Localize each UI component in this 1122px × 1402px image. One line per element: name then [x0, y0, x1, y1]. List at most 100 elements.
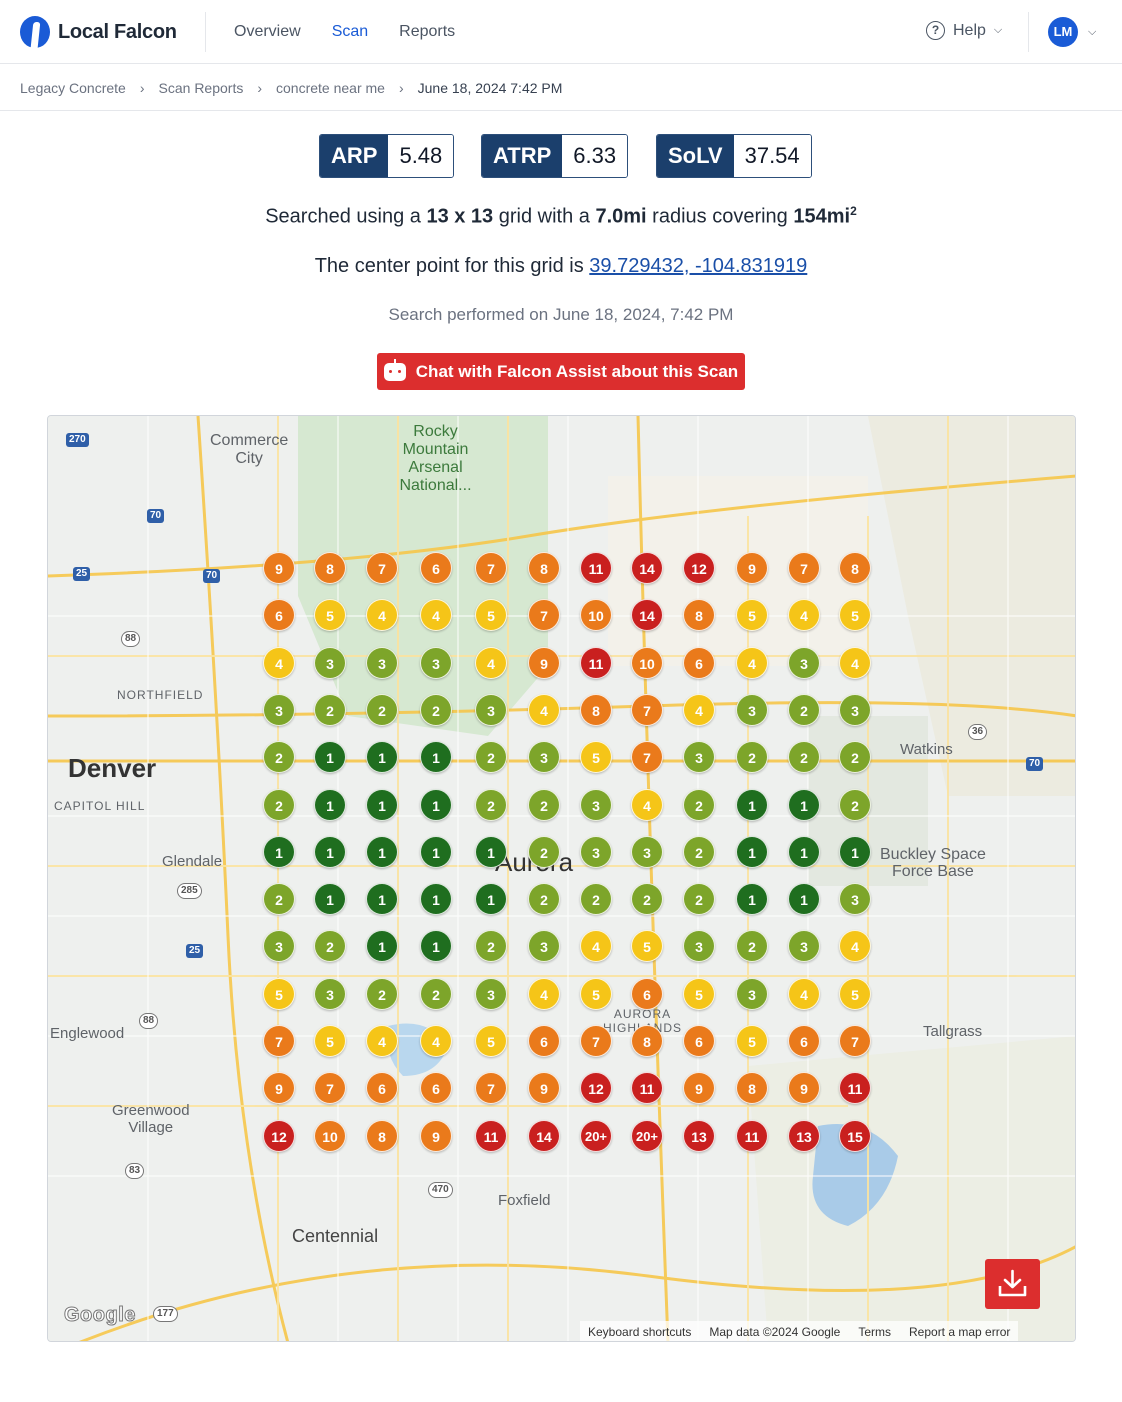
- rank-pin[interactable]: 3: [366, 646, 398, 679]
- rank-pin[interactable]: 6: [366, 1072, 398, 1105]
- rank-pin[interactable]: 1: [736, 883, 768, 916]
- rank-pin[interactable]: 2: [366, 977, 398, 1010]
- rank-pin[interactable]: 10: [314, 1119, 346, 1152]
- brand-logo[interactable]: Local Falcon: [20, 14, 177, 50]
- rank-pin[interactable]: 7: [631, 693, 663, 726]
- rank-pin[interactable]: 4: [788, 599, 820, 632]
- rank-pin[interactable]: 2: [528, 835, 560, 868]
- rank-pin[interactable]: 6: [683, 646, 715, 679]
- rank-pin[interactable]: 5: [736, 599, 768, 632]
- rank-pin[interactable]: 10: [631, 646, 663, 679]
- rank-pin[interactable]: 11: [631, 1072, 663, 1105]
- rank-pin[interactable]: 3: [263, 930, 295, 963]
- rank-pin[interactable]: 8: [528, 552, 560, 584]
- rank-pin[interactable]: 2: [631, 883, 663, 916]
- rank-pin[interactable]: 7: [839, 1025, 871, 1057]
- rank-pin[interactable]: 2: [263, 741, 295, 774]
- rank-pin[interactable]: 1: [788, 835, 820, 868]
- rank-pin[interactable]: 12: [683, 552, 715, 584]
- rank-pin[interactable]: 6: [420, 1072, 452, 1105]
- rank-pin[interactable]: 1: [475, 835, 507, 868]
- rank-pin[interactable]: 2: [314, 930, 346, 963]
- rank-pin[interactable]: 1: [420, 741, 452, 774]
- rank-pin[interactable]: 2: [475, 741, 507, 774]
- rank-pin[interactable]: 5: [580, 977, 612, 1010]
- rank-pin[interactable]: 1: [366, 835, 398, 868]
- rank-pin[interactable]: 2: [683, 883, 715, 916]
- rank-pin[interactable]: 7: [263, 1025, 295, 1057]
- rank-pin[interactable]: 9: [736, 552, 768, 584]
- download-report-button[interactable]: [985, 1259, 1040, 1309]
- rank-pin[interactable]: 4: [366, 1025, 398, 1057]
- rank-pin[interactable]: 2: [736, 741, 768, 774]
- rank-pin[interactable]: 3: [839, 883, 871, 916]
- rank-pin[interactable]: 12: [263, 1119, 295, 1152]
- rank-pin[interactable]: 5: [475, 599, 507, 632]
- rank-pin[interactable]: 4: [788, 977, 820, 1010]
- rank-pin[interactable]: 6: [631, 977, 663, 1010]
- rank-pin[interactable]: 4: [528, 693, 560, 726]
- rank-pin[interactable]: 1: [420, 930, 452, 963]
- rank-pin[interactable]: 1: [736, 788, 768, 821]
- rank-pin[interactable]: 5: [475, 1025, 507, 1057]
- rank-pin[interactable]: 6: [420, 552, 452, 584]
- rank-pin[interactable]: 2: [788, 693, 820, 726]
- rank-pin[interactable]: 11: [580, 552, 612, 584]
- rank-pin[interactable]: 2: [839, 788, 871, 821]
- rank-pin[interactable]: 1: [839, 835, 871, 868]
- breadcrumb-scan-reports[interactable]: Scan Reports: [158, 80, 244, 96]
- rank-pin[interactable]: 3: [631, 835, 663, 868]
- rank-pin[interactable]: 5: [736, 1025, 768, 1057]
- report-map-error-link[interactable]: Report a map error: [909, 1325, 1011, 1339]
- rank-pin[interactable]: 6: [788, 1025, 820, 1057]
- rank-pin[interactable]: 9: [263, 552, 295, 584]
- rank-pin[interactable]: 8: [736, 1072, 768, 1105]
- rank-pin[interactable]: 2: [788, 741, 820, 774]
- nav-scan[interactable]: Scan: [331, 23, 369, 40]
- rank-pin[interactable]: 5: [839, 599, 871, 632]
- rank-pin[interactable]: 10: [580, 599, 612, 632]
- rank-pin[interactable]: 3: [683, 930, 715, 963]
- rank-pin[interactable]: 1: [366, 788, 398, 821]
- rank-pin[interactable]: 13: [683, 1119, 715, 1152]
- help-menu[interactable]: ? Help ⌵: [926, 21, 1002, 40]
- rank-pin[interactable]: 8: [366, 1119, 398, 1152]
- rank-pin[interactable]: 2: [580, 883, 612, 916]
- rank-pin[interactable]: 14: [528, 1119, 560, 1152]
- rank-pin[interactable]: 4: [736, 646, 768, 679]
- rank-pin[interactable]: 5: [263, 977, 295, 1010]
- rank-pin[interactable]: 1: [314, 883, 346, 916]
- rank-pin[interactable]: 1: [366, 930, 398, 963]
- rank-pin[interactable]: 5: [314, 1025, 346, 1057]
- rank-pin[interactable]: 5: [839, 977, 871, 1010]
- rank-pin[interactable]: 3: [788, 646, 820, 679]
- rank-pin[interactable]: 3: [475, 977, 507, 1010]
- breadcrumb-client[interactable]: Legacy Concrete: [20, 80, 126, 96]
- rank-pin[interactable]: 4: [366, 599, 398, 632]
- rank-pin[interactable]: 9: [420, 1119, 452, 1152]
- rank-pin[interactable]: 1: [314, 788, 346, 821]
- rank-pin[interactable]: 2: [263, 883, 295, 916]
- rank-pin[interactable]: 1: [736, 835, 768, 868]
- rank-pin[interactable]: 5: [631, 930, 663, 963]
- rank-pin[interactable]: 14: [631, 599, 663, 632]
- rank-pin[interactable]: 5: [580, 741, 612, 774]
- rank-pin[interactable]: 2: [736, 930, 768, 963]
- rank-pin[interactable]: 1: [263, 835, 295, 868]
- rank-pin[interactable]: 7: [366, 552, 398, 584]
- rank-pin[interactable]: 1: [314, 835, 346, 868]
- rank-pin[interactable]: 2: [420, 693, 452, 726]
- rank-pin[interactable]: 4: [528, 977, 560, 1010]
- rank-pin[interactable]: 6: [263, 599, 295, 632]
- rank-pin[interactable]: 8: [839, 552, 871, 584]
- rank-pin[interactable]: 20+: [631, 1119, 663, 1152]
- rank-pin[interactable]: 6: [528, 1025, 560, 1057]
- rank-pin[interactable]: 1: [788, 883, 820, 916]
- falcon-assist-chat-button[interactable]: Chat with Falcon Assist about this Scan: [377, 353, 745, 390]
- rank-pin[interactable]: 11: [475, 1119, 507, 1152]
- account-menu[interactable]: LM ⌵: [1048, 17, 1096, 47]
- rank-pin[interactable]: 1: [788, 788, 820, 821]
- rank-pin[interactable]: 2: [475, 788, 507, 821]
- rank-pin[interactable]: 8: [580, 693, 612, 726]
- rank-pin[interactable]: 4: [420, 1025, 452, 1057]
